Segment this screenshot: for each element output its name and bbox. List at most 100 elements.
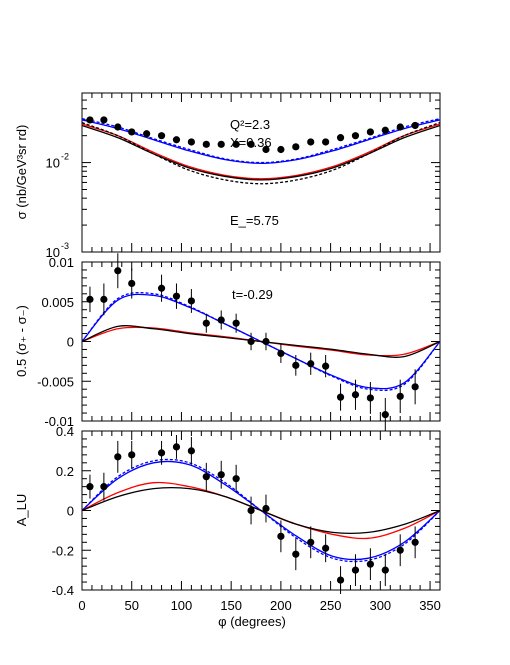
data-point [411, 538, 419, 546]
data-point [217, 140, 225, 148]
data-point [157, 449, 166, 457]
data-point [292, 143, 300, 151]
x-tick-label: 350 [419, 598, 441, 613]
y-tick-label: 0.01 [49, 255, 74, 270]
data-point [381, 411, 389, 419]
x-tick-label: 200 [270, 598, 292, 613]
x-axis-label: φ (degrees) [218, 614, 286, 629]
x-tick-label: 100 [171, 598, 193, 613]
data-point [336, 576, 345, 584]
data-point [128, 279, 136, 288]
y-axis-label-top: σ (nb/GeV³sr rd) [14, 125, 29, 220]
data-point [128, 451, 136, 459]
data-point [247, 337, 255, 346]
annotation-t: t=-0.29 [232, 287, 273, 302]
data-point [128, 128, 136, 136]
x-tick-label: 50 [124, 598, 138, 613]
y-tick-label: 0.4 [56, 424, 74, 439]
data-point [157, 132, 166, 140]
data-point [277, 532, 285, 540]
data-point [172, 292, 181, 300]
data-point [396, 392, 404, 400]
data-point [307, 138, 315, 146]
data-point [100, 295, 108, 303]
data-point [307, 360, 315, 368]
series-line [81, 486, 441, 535]
data-point [187, 447, 195, 455]
data-point [411, 383, 419, 391]
data-point [187, 138, 195, 146]
data-point [86, 295, 94, 303]
data-point [86, 116, 94, 124]
data-point [262, 504, 270, 513]
data-point [187, 297, 195, 305]
series-line [81, 121, 441, 185]
data-point [292, 361, 300, 369]
data-point [86, 483, 94, 491]
data-point [114, 267, 122, 275]
y-tick-label: 0 [67, 504, 74, 519]
data-point [366, 560, 374, 568]
annotation-energy: E_=5.75 [230, 213, 279, 228]
y-tick-label: -0.01 [44, 414, 74, 429]
data-point [322, 362, 330, 370]
data-point [247, 506, 255, 515]
data-point [336, 134, 345, 142]
annotation-q2: Q²=2.3 [230, 117, 270, 132]
data-point [277, 145, 285, 154]
data-point [336, 393, 345, 401]
x-tick-label: 250 [320, 598, 342, 613]
data-point [292, 550, 300, 558]
y-tick-label-exponent: -2 [61, 152, 69, 162]
data-point [202, 140, 210, 148]
x-tick-label: 150 [220, 598, 242, 613]
data-point [351, 566, 360, 574]
x-tick-label: 300 [369, 598, 391, 613]
data-point [307, 538, 315, 546]
y-tick-label: 0.2 [56, 464, 74, 479]
y-tick-label: 0 [67, 335, 74, 350]
data-point [411, 121, 419, 130]
data-point [172, 136, 181, 144]
y-tick-label: -0.2 [52, 543, 74, 558]
data-point [351, 391, 360, 399]
y-axis-label-middle: 0.5 (σ₊ - σ₋) [14, 305, 29, 377]
data-point [232, 319, 240, 327]
y-tick-label: 10 [46, 156, 60, 171]
y-axis-label-bottom: A_LU [14, 494, 29, 527]
data-point [114, 123, 122, 131]
data-point [157, 284, 166, 292]
data-point [262, 337, 270, 346]
data-point [114, 453, 122, 461]
data-point [202, 319, 210, 327]
data-point [277, 349, 285, 358]
data-point [172, 443, 181, 451]
data-point [143, 130, 151, 138]
data-point [322, 544, 330, 552]
data-point [381, 126, 389, 134]
y-tick-label: -0.4 [52, 583, 74, 598]
y-tick-label: -0.005 [37, 374, 74, 389]
data-point [232, 475, 240, 483]
data-point [217, 316, 225, 324]
data-point [366, 128, 374, 136]
data-point [322, 138, 330, 146]
y-tick-label-exponent: -3 [61, 241, 69, 251]
data-point [217, 471, 225, 479]
data-point [100, 116, 108, 124]
series-line [81, 123, 441, 180]
data-point [202, 473, 210, 481]
data-point [262, 145, 270, 154]
series-line [81, 119, 441, 165]
data-point [351, 132, 360, 140]
data-point [396, 546, 404, 554]
data-point [247, 140, 255, 148]
data-point [366, 394, 374, 402]
y-tick-label: 0.005 [41, 295, 74, 310]
data-point [232, 140, 240, 148]
x-tick-label: 0 [78, 598, 85, 613]
series-line [81, 118, 441, 164]
data-point [381, 566, 389, 574]
y-tick-label: 10 [46, 245, 60, 260]
